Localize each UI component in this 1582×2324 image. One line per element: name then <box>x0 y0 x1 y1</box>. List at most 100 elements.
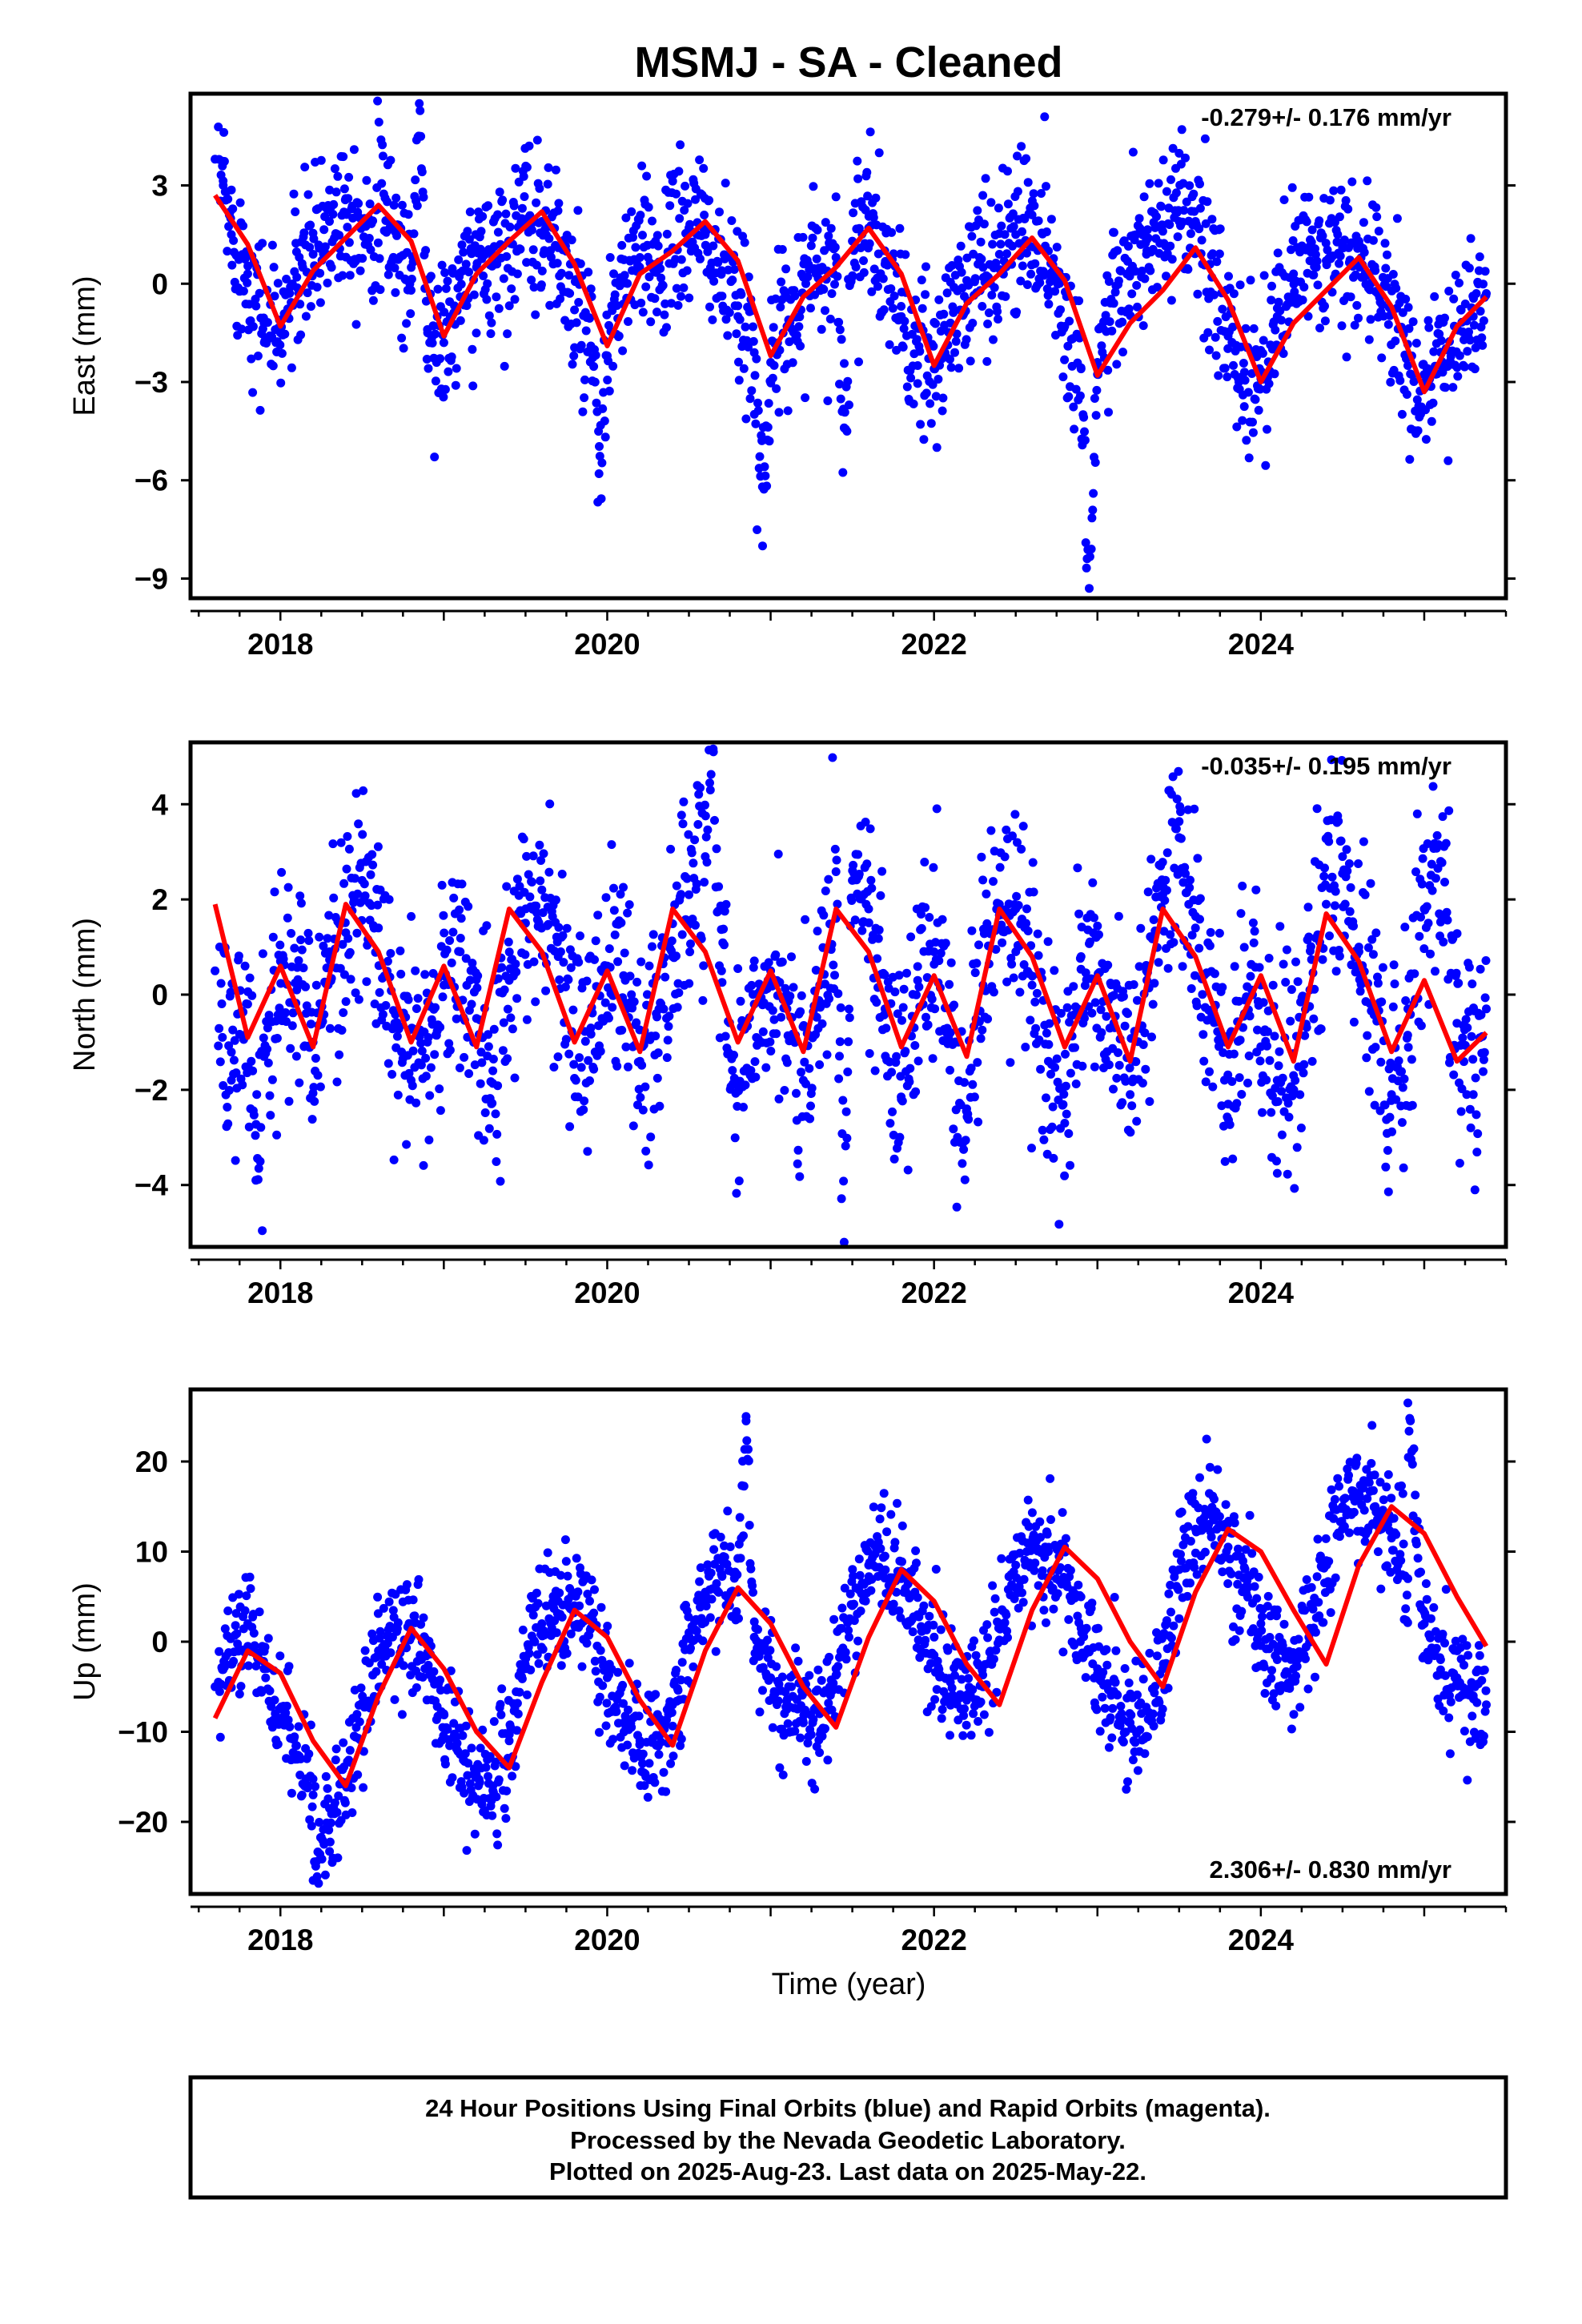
up-data-point <box>497 1684 507 1694</box>
east-data-point <box>532 135 542 145</box>
north-data-point <box>366 870 375 879</box>
east-data-point <box>468 381 478 391</box>
east-data-point <box>255 405 265 415</box>
east-data-point <box>889 292 899 301</box>
east-data-point <box>1397 409 1407 419</box>
east-data-point <box>355 266 365 275</box>
north-data-point <box>867 883 877 893</box>
north-data-point <box>946 1065 954 1075</box>
north-data-point <box>890 987 900 997</box>
north-data-point <box>258 949 267 959</box>
up-data-point <box>651 1690 661 1699</box>
north-data-point <box>263 1058 273 1068</box>
north-data-point <box>1011 904 1021 914</box>
north-x-tick-label: 2024 <box>1228 1277 1295 1309</box>
north-data-point <box>258 1226 267 1236</box>
north-data-point <box>1394 1056 1403 1066</box>
north-data-point <box>874 925 884 935</box>
up-data-point <box>294 1722 303 1731</box>
north-data-point <box>477 1058 487 1068</box>
north-data-point <box>337 1026 347 1035</box>
north-data-point <box>267 1075 277 1084</box>
up-data-point <box>528 1610 538 1620</box>
north-data-point <box>1235 1035 1245 1045</box>
north-data-point <box>532 908 541 918</box>
north-data-point <box>1330 901 1339 911</box>
east-data-point <box>1154 179 1163 188</box>
east-data-point <box>306 220 315 230</box>
east-data-point <box>921 388 931 398</box>
north-data-point <box>624 1062 632 1072</box>
north-data-point <box>1299 1059 1309 1069</box>
east-data-point <box>329 199 339 209</box>
north-data-point <box>391 1010 400 1019</box>
north-data-point <box>504 937 513 947</box>
east-data-point <box>516 244 525 254</box>
north-data-point <box>710 815 719 825</box>
north-data-point <box>1262 1076 1271 1085</box>
east-data-point <box>1080 436 1090 445</box>
east-data-point <box>564 271 574 280</box>
east-data-point <box>1126 266 1135 275</box>
east-data-point <box>552 259 562 268</box>
east-data-point <box>679 283 689 292</box>
north-rate-annotation: -0.035+/- 0.195 mm/yr <box>1201 752 1452 780</box>
east-data-point <box>426 271 436 281</box>
east-data-point <box>411 175 420 185</box>
east-data-point <box>1335 251 1345 261</box>
north-data-point <box>339 1008 348 1017</box>
east-data-point <box>886 284 896 293</box>
north-data-point <box>609 883 618 893</box>
north-data-point <box>520 950 530 959</box>
north-data-point <box>444 1039 454 1048</box>
up-data-point <box>291 1741 301 1751</box>
east-data-point <box>1200 134 1210 143</box>
north-data-point <box>1336 836 1346 846</box>
north-data-point <box>562 923 572 933</box>
north-data-point <box>1199 1056 1209 1066</box>
east-data-point <box>428 338 437 348</box>
north-data-point <box>445 936 455 945</box>
east-data-point <box>1213 316 1223 326</box>
east-data-point <box>452 364 461 373</box>
east-data-point <box>1009 222 1018 231</box>
east-data-point <box>1248 428 1258 437</box>
north-data-point <box>1449 1070 1459 1080</box>
east-data-point <box>1430 292 1439 301</box>
north-data-point <box>1054 1220 1064 1229</box>
north-data-point <box>503 1004 512 1014</box>
north-data-point <box>367 850 377 859</box>
north-data-point <box>843 1068 853 1076</box>
east-data-point <box>1470 364 1480 374</box>
north-data-point <box>1366 879 1375 888</box>
north-data-point <box>1147 1032 1156 1042</box>
north-data-point <box>1454 979 1464 988</box>
east-data-point <box>1109 299 1118 308</box>
north-data-point <box>1061 1049 1070 1059</box>
north-data-point <box>264 1011 274 1020</box>
north-data-point <box>488 1066 498 1076</box>
east-data-point <box>851 263 861 271</box>
north-data-point <box>1071 1080 1081 1088</box>
east-data-point <box>1013 187 1022 196</box>
north-data-point <box>378 1010 387 1019</box>
north-data-point <box>678 819 688 829</box>
north-data-point <box>685 890 693 899</box>
east-data-point <box>354 199 363 208</box>
up-data-point <box>324 1825 334 1835</box>
east-data-point <box>1364 335 1374 344</box>
up-data-point <box>402 1580 412 1590</box>
north-data-point <box>798 1076 808 1085</box>
north-data-point <box>806 1101 815 1111</box>
east-data-point <box>983 320 993 328</box>
up-data-point <box>555 1588 564 1598</box>
north-data-point <box>1277 1130 1287 1140</box>
east-data-point <box>808 233 817 243</box>
north-data-point <box>901 1047 910 1056</box>
east-data-point <box>745 394 755 404</box>
up-data-point <box>304 1749 314 1759</box>
north-data-point <box>532 901 541 911</box>
east-data-point <box>879 305 889 315</box>
east-data-point <box>947 261 957 270</box>
up-data-point <box>709 1545 719 1554</box>
